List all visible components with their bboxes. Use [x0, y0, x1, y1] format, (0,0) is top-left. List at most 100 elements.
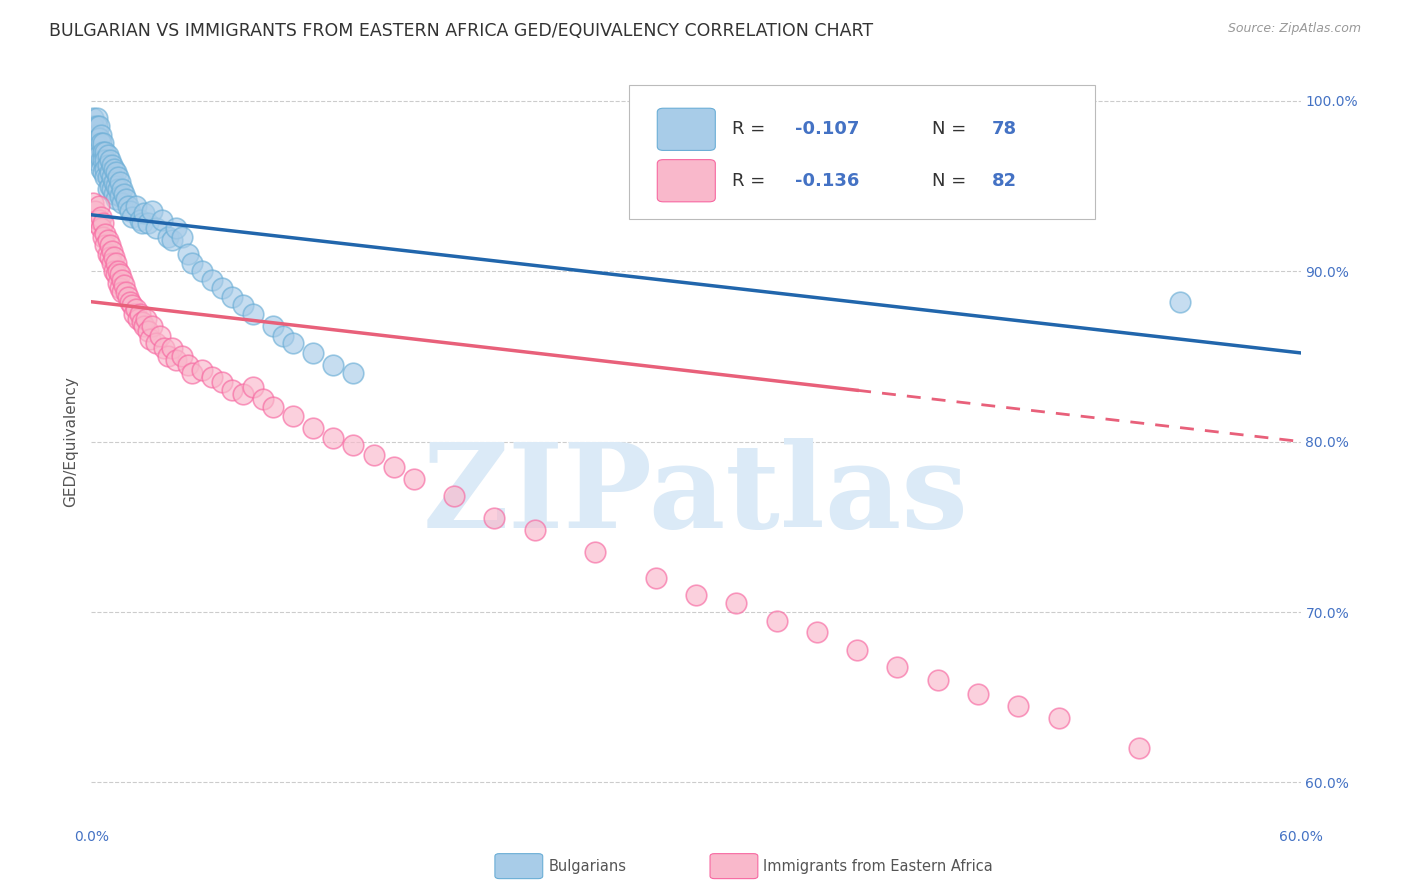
Y-axis label: GED/Equivalency: GED/Equivalency: [63, 376, 79, 507]
Point: [523, 523, 546, 537]
Point: [281, 409, 304, 423]
Point: [103, 264, 125, 278]
Point: [111, 285, 132, 299]
Text: 78: 78: [993, 120, 1018, 138]
Text: Bulgarians: Bulgarians: [548, 859, 626, 873]
Text: N =: N =: [932, 120, 972, 138]
Point: [156, 230, 179, 244]
Point: [96, 148, 118, 162]
Point: [84, 136, 107, 151]
Point: [107, 264, 129, 278]
Point: [765, 614, 787, 628]
Point: [153, 341, 176, 355]
Point: [94, 170, 117, 185]
Point: [112, 277, 135, 292]
Point: [160, 341, 183, 355]
Point: [221, 384, 243, 398]
Point: [86, 216, 108, 230]
Point: [136, 324, 159, 338]
Point: [96, 182, 118, 196]
Point: [302, 421, 325, 435]
Point: [127, 311, 149, 326]
Point: [231, 298, 253, 312]
Point: [118, 294, 141, 309]
Point: [94, 161, 117, 176]
Point: [107, 170, 129, 185]
Point: [118, 204, 141, 219]
Point: [242, 307, 264, 321]
Point: [302, 346, 325, 360]
Point: [96, 247, 118, 261]
Text: 82: 82: [993, 172, 1018, 190]
Point: [131, 216, 153, 230]
Point: [177, 358, 200, 372]
Point: [100, 170, 122, 185]
Point: [128, 307, 150, 321]
Point: [149, 329, 172, 343]
Point: [1168, 294, 1191, 309]
Point: [211, 281, 233, 295]
Text: Immigrants from Eastern Africa: Immigrants from Eastern Africa: [763, 859, 993, 873]
Point: [104, 178, 127, 193]
Point: [104, 255, 127, 269]
Point: [103, 176, 125, 190]
Point: [90, 153, 112, 168]
Text: N =: N =: [932, 172, 972, 190]
Point: [181, 367, 204, 381]
Point: [443, 489, 465, 503]
FancyBboxPatch shape: [657, 160, 716, 202]
Point: [132, 206, 155, 220]
Point: [181, 255, 204, 269]
Point: [644, 571, 666, 585]
Point: [846, 642, 869, 657]
Point: [104, 268, 127, 282]
Point: [322, 358, 344, 372]
Point: [111, 195, 132, 210]
Text: R =: R =: [733, 172, 772, 190]
Point: [94, 145, 117, 159]
Point: [1128, 741, 1150, 756]
Point: [583, 545, 606, 559]
Point: [103, 161, 125, 176]
Point: [89, 148, 111, 162]
Point: [685, 588, 707, 602]
Point: [177, 247, 200, 261]
Point: [136, 216, 159, 230]
Text: -0.136: -0.136: [796, 172, 859, 190]
Point: [112, 187, 135, 202]
Point: [281, 335, 304, 350]
Point: [121, 298, 143, 312]
Point: [139, 332, 162, 346]
Point: [100, 182, 122, 196]
Point: [108, 281, 131, 295]
Point: [89, 119, 111, 133]
Point: [150, 213, 173, 227]
Point: [342, 438, 364, 452]
Text: R =: R =: [733, 120, 772, 138]
Point: [165, 352, 187, 367]
Point: [322, 431, 344, 445]
Point: [967, 687, 990, 701]
Point: [927, 673, 949, 688]
Point: [96, 158, 118, 172]
Point: [111, 272, 132, 286]
Point: [104, 193, 127, 207]
Text: BULGARIAN VS IMMIGRANTS FROM EASTERN AFRICA GED/EQUIVALENCY CORRELATION CHART: BULGARIAN VS IMMIGRANTS FROM EASTERN AFR…: [49, 22, 873, 40]
Point: [100, 255, 122, 269]
Point: [82, 111, 104, 125]
Point: [82, 119, 104, 133]
Point: [93, 153, 115, 168]
Point: [86, 145, 108, 159]
Point: [86, 111, 108, 125]
Point: [111, 182, 132, 196]
Point: [107, 182, 129, 196]
Point: [160, 233, 183, 247]
Point: [172, 349, 194, 363]
Point: [103, 187, 125, 202]
Point: [98, 178, 121, 193]
Point: [108, 189, 131, 203]
Point: [104, 165, 127, 179]
Point: [90, 210, 112, 224]
Point: [382, 460, 405, 475]
Point: [125, 301, 148, 316]
